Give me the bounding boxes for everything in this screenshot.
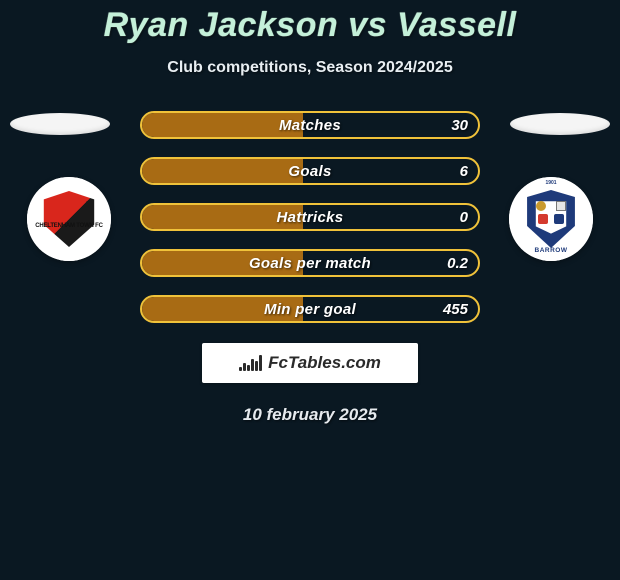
stat-bar-value: 0.2: [447, 251, 468, 275]
stat-bar-label: Hattricks: [142, 205, 478, 229]
brand-name: FcTables: [268, 353, 341, 372]
brand-text: FcTables.com: [268, 353, 381, 373]
right-club-name: BARROW: [509, 247, 593, 254]
subtitle: Club competitions, Season 2024/2025: [0, 59, 620, 77]
barrow-crest-inner: [532, 198, 570, 234]
left-player-avatar: [10, 113, 110, 135]
stat-bars: Matches30 Goals6 Hattricks0 Goals per match…: [140, 111, 480, 323]
brand-chart-icon: [239, 355, 262, 371]
brand-domain: .com: [341, 353, 381, 372]
stat-bar-value: 455: [443, 297, 468, 321]
right-club-year: 1901: [509, 180, 593, 186]
mid-zone: CHELTENHAM TOWN FC 1901 BARROW Matches30…: [0, 111, 620, 323]
cheltenham-crest-icon: [27, 177, 111, 261]
right-club-badge: 1901 BARROW: [509, 177, 593, 261]
stat-bar-value: 6: [460, 159, 468, 183]
stat-bar: Matches30: [140, 111, 480, 139]
brand-box: FcTables.com: [202, 343, 418, 383]
stat-bar: Min per goal455: [140, 295, 480, 323]
date-text: 10 february 2025: [0, 405, 620, 425]
stat-bar-value: 30: [451, 113, 468, 137]
stat-bar: Goals6: [140, 157, 480, 185]
stat-bar-label: Goals per match: [142, 251, 478, 275]
stat-bar-label: Goals: [142, 159, 478, 183]
page-title: Ryan Jackson vs Vassell: [0, 0, 620, 45]
stat-bar-label: Min per goal: [142, 297, 478, 321]
stat-bar: Goals per match0.2: [140, 249, 480, 277]
left-club-name: CHELTENHAM TOWN FC: [27, 223, 111, 230]
right-player-avatar: [510, 113, 610, 135]
left-club-badge: CHELTENHAM TOWN FC: [27, 177, 111, 261]
comparison-infographic: Ryan Jackson vs Vassell Club competition…: [0, 0, 620, 580]
stat-bar: Hattricks0: [140, 203, 480, 231]
stat-bar-value: 0: [460, 205, 468, 229]
stat-bar-label: Matches: [142, 113, 478, 137]
